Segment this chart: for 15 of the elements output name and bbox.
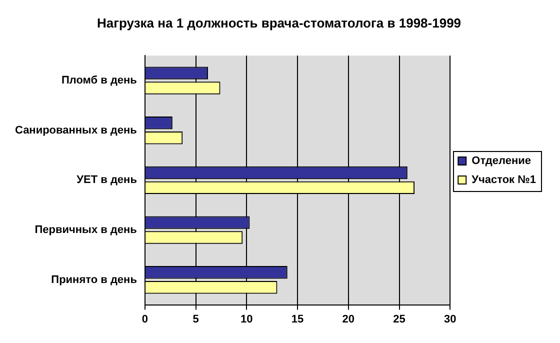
x-tick-label: 20 [342, 313, 355, 326]
legend-label: Отделение [472, 155, 532, 168]
x-tick-label: 25 [393, 313, 406, 326]
x-tick-label: 30 [444, 313, 456, 326]
y-tick-label: Принято в день [51, 274, 138, 286]
y-tick-label: Пломб в день [61, 74, 138, 87]
y-tick-label: Санированных в день [14, 124, 138, 136]
x-tick-label: 10 [240, 313, 253, 326]
chart-title: Нагрузка на 1 должность врача-стоматолога в 1998-1999 [96, 15, 462, 30]
x-tick-label: 0 [142, 313, 148, 326]
y-tick-label: Первичных в день [34, 224, 138, 236]
x-tick-label: 15 [291, 313, 304, 326]
x-tick-label: 5 [192, 313, 199, 326]
legend-label: Участок №1 [472, 174, 536, 186]
y-tick-label: УЕТ в день [76, 174, 138, 186]
